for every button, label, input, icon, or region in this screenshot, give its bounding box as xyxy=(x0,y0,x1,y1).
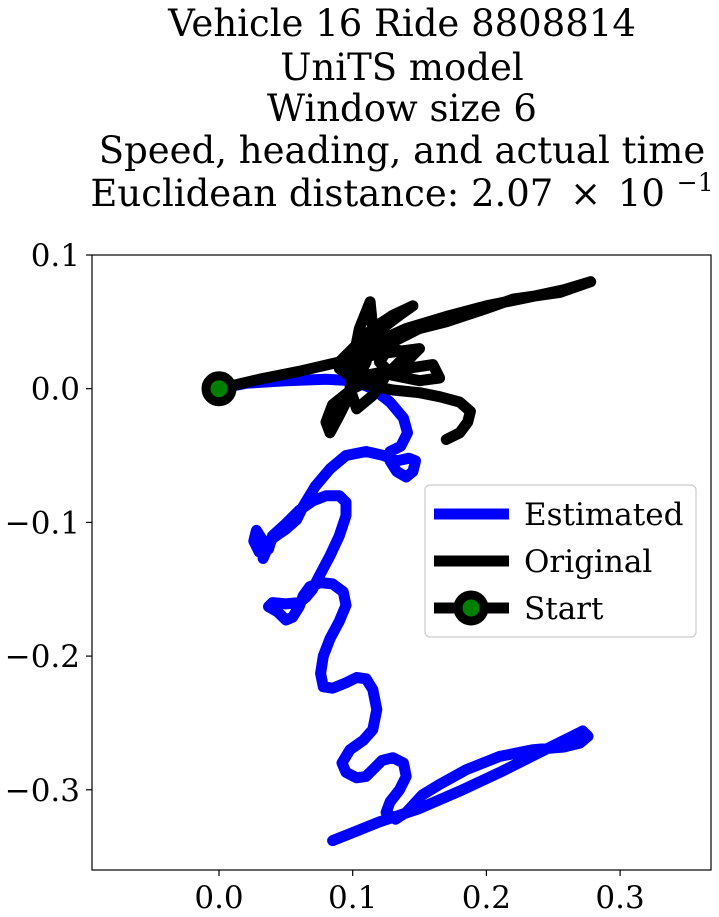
title-line-2: UniTS model xyxy=(280,46,523,89)
axes-frame xyxy=(91,254,712,871)
title-line-3: Window size 6 xyxy=(267,87,537,130)
series-line-estimated xyxy=(213,373,594,847)
y-tick-label: −0.2 xyxy=(5,639,80,675)
start-marker xyxy=(201,371,237,407)
legend: Estimated Original Start xyxy=(424,484,697,638)
title-distance-prefix: Euclidean distance: 2.07 xyxy=(90,172,553,215)
axes: 0.0 0.1 0.2 0.3 0.1 0.0 −0.1 −0.2 −0.3 xyxy=(5,238,712,916)
x-tick-label: 0.2 xyxy=(462,880,511,916)
title-times-sign: × xyxy=(570,172,601,215)
title-line-5: Euclidean distance: 2.07 × 10 −1 xyxy=(90,168,713,215)
title-line-4: Speed, heading, and actual time xyxy=(99,129,706,172)
x-tick-label: 0.3 xyxy=(595,880,644,916)
title-line-1: Vehicle 16 Ride 8808814 xyxy=(167,2,636,45)
chart-title: Vehicle 16 Ride 8808814 UniTS model Wind… xyxy=(90,2,713,215)
x-tick-label: 0.0 xyxy=(194,880,243,916)
x-tick-label: 0.1 xyxy=(328,880,377,916)
series-line-original xyxy=(213,276,597,445)
plot-area xyxy=(201,276,597,847)
legend-label-original: Original xyxy=(524,544,652,580)
y-tick-label: −0.3 xyxy=(5,773,80,809)
y-tick-label: 0.0 xyxy=(31,372,80,408)
legend-box xyxy=(424,484,697,638)
title-exponent: −1 xyxy=(677,168,714,197)
title-base: 10 xyxy=(618,172,665,215)
y-tick-label: 0.1 xyxy=(31,238,80,274)
legend-start-marker xyxy=(453,590,489,626)
legend-label-start: Start xyxy=(524,591,604,627)
y-tick-label: −0.1 xyxy=(5,505,80,541)
legend-label-estimated: Estimated xyxy=(524,497,683,533)
